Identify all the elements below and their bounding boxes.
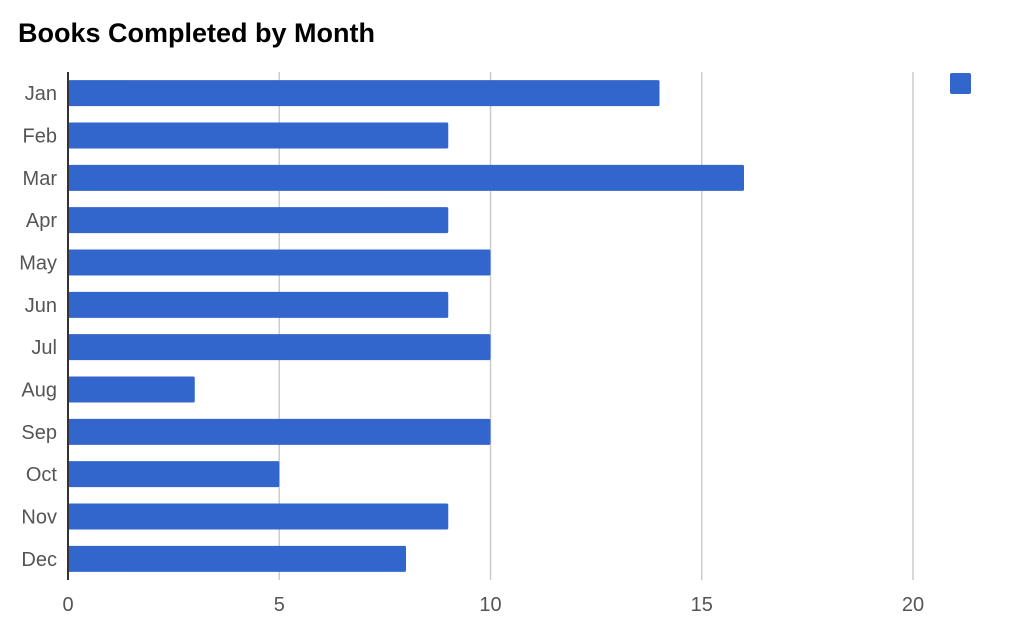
bar-dec: [68, 545, 406, 572]
bar-oct: [68, 461, 280, 488]
bars: [68, 80, 744, 572]
legend-swatch: [950, 73, 971, 94]
y-category-label: Feb: [23, 126, 57, 148]
bar-may: [68, 249, 491, 276]
x-tick-label: 10: [479, 594, 501, 616]
chart-title: Books Completed by Month: [18, 18, 375, 48]
y-category-label: Mar: [23, 168, 58, 190]
grid-lines: [278, 72, 914, 580]
y-category-label: Oct: [26, 464, 58, 486]
y-category-label: Nov: [21, 507, 57, 529]
y-category-label: Dec: [21, 549, 57, 571]
x-tick-label: 0: [62, 594, 73, 616]
bar-jul: [68, 334, 491, 361]
labels: 0 5 10 15 20 Jan Feb Mar Apr May Jun Jul Aug Sep Oct No…: [19, 83, 924, 616]
bar-aug: [68, 376, 195, 403]
bar-jun: [68, 291, 449, 318]
y-category-label: Apr: [26, 210, 57, 232]
bar-sep: [68, 418, 491, 445]
x-tick-label: 15: [691, 594, 713, 616]
bar-mar: [68, 164, 744, 191]
x-tick-label: 5: [274, 594, 285, 616]
legend: [950, 73, 971, 94]
y-category-label: Aug: [21, 380, 57, 402]
y-category-label: Jul: [31, 337, 57, 359]
y-category-label: May: [19, 253, 57, 275]
bar-feb: [68, 122, 449, 149]
y-category-label: Jun: [25, 295, 57, 317]
bar-jan: [68, 80, 660, 107]
y-category-label: Sep: [21, 422, 57, 444]
y-category-label: Jan: [25, 83, 57, 105]
x-tick-label: 20: [902, 594, 924, 616]
bar-nov: [68, 503, 449, 530]
bar-apr: [68, 207, 449, 234]
